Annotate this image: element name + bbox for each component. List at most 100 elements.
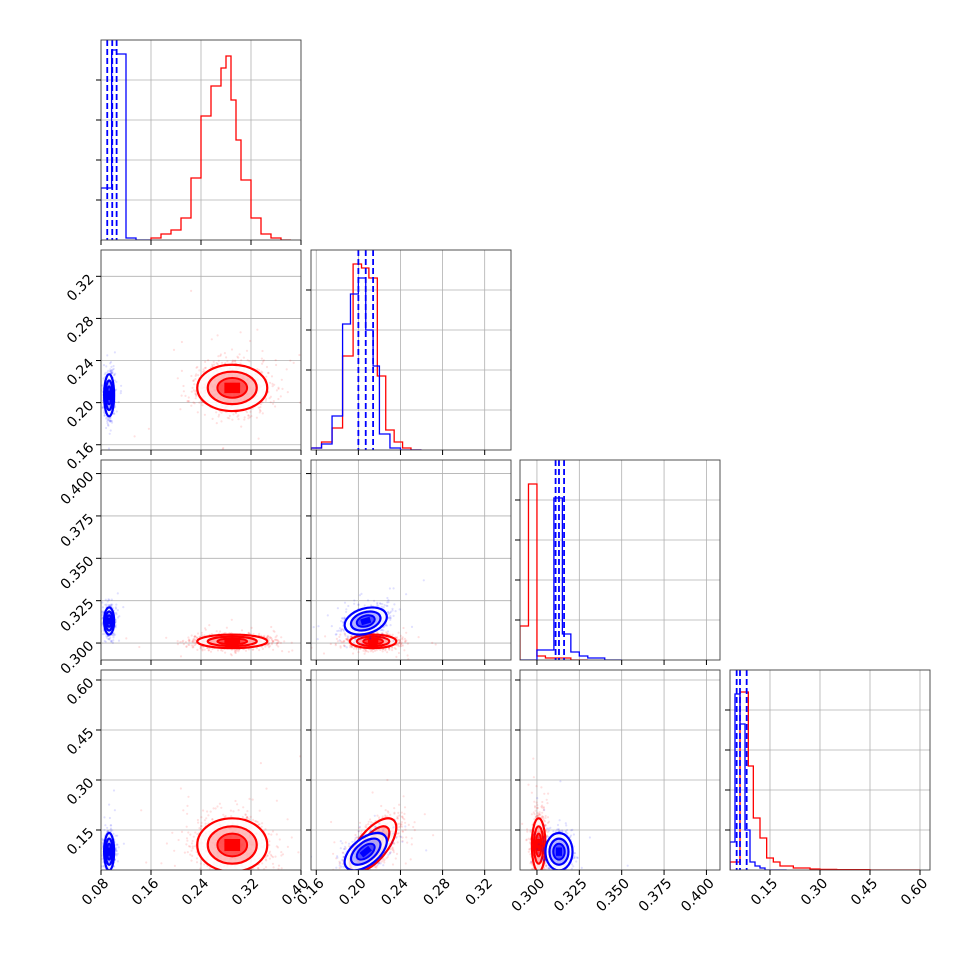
red-samples-0-2-point (179, 655, 183, 658)
red-samples-0-2-point (224, 631, 227, 635)
red-samples-0-2-point (207, 649, 210, 652)
red-samples-0-3-point (241, 873, 243, 875)
blue-samples-0-2-point (107, 637, 110, 641)
red-samples-0-3-point (252, 818, 255, 822)
red-samples-0-1-point (265, 375, 268, 378)
red-samples-0-1-point (250, 415, 253, 418)
red-samples-0-2-point (270, 637, 273, 640)
red-samples-0-1-point (265, 365, 269, 369)
red-samples-0-2-point (290, 641, 293, 644)
red-samples-0-1-point (273, 383, 276, 386)
red-samples-0-2-point (283, 640, 286, 643)
red-samples-0-1-point (265, 397, 268, 401)
blue-samples-0-1-point (109, 419, 112, 422)
red-samples-0-3-point (275, 833, 278, 836)
red-samples-0-2-point (251, 648, 254, 651)
blue-samples-0-2-point (111, 641, 114, 645)
blue-samples-0-1-point (102, 364, 106, 367)
blue-samples-0-2-point (104, 603, 107, 606)
red-samples-0-2-point (275, 634, 278, 637)
red-samples-0-1-point (203, 413, 206, 416)
blue-samples-0-2-point (110, 639, 113, 642)
blue-samples-0-2-point (101, 610, 104, 613)
blue-samples-0-2-point (107, 598, 110, 601)
red-samples-0-1-point (268, 397, 271, 400)
red-samples-0-1-point (226, 360, 229, 363)
red-samples-0-1-point (237, 414, 240, 417)
red-samples-0-2-point (258, 632, 261, 636)
histogram-red-2 (520, 483, 588, 660)
red-samples-0-3-point (186, 804, 189, 808)
red-samples-0-2-point (199, 646, 203, 649)
red-samples-0-2-point (198, 635, 201, 638)
red-samples-0-3-point (257, 867, 260, 870)
red-samples-0-2-point (247, 648, 251, 651)
blue-samples-0-2-point (114, 624, 117, 628)
red-samples-0-1-point (261, 362, 264, 365)
red-samples-0-1-point (238, 353, 241, 356)
blue-samples-0-1-point (107, 423, 110, 426)
red-samples-0-2-point (270, 643, 273, 646)
blue-samples-0-1-point (105, 365, 108, 368)
red-samples-0-2-point (319, 635, 321, 637)
blue-samples-0-1-point (111, 372, 114, 375)
red-samples-0-1-point (190, 390, 193, 393)
blue-samples-0-1-point (110, 369, 113, 372)
blue-samples-0-1-point (107, 447, 111, 450)
blue-samples-0-2-point (116, 609, 119, 612)
red-samples-0-1-point (184, 394, 187, 397)
red-samples-0-1-point (186, 400, 189, 403)
marginal-panel-2 (520, 460, 720, 660)
red-samples-0-1-point (247, 417, 250, 420)
blue-samples-0-1-point (102, 377, 105, 380)
red-samples-0-1-point (196, 365, 199, 369)
red-samples-0-1-point (262, 360, 265, 363)
blue-samples-0-2-point (108, 604, 111, 607)
red-samples-0-2-point (267, 644, 270, 647)
red-samples-0-2-point (270, 639, 273, 642)
red-samples-0-2-contours (196, 633, 269, 650)
blue-samples-0-1-point (108, 419, 111, 422)
blue-samples-0-1-point (109, 429, 112, 432)
blue-samples-0-2-point (115, 611, 118, 614)
blue-samples-0-1-point (109, 420, 112, 423)
red-samples-0-2-point (184, 640, 187, 644)
red-samples-0-2-point (229, 653, 232, 656)
blue-samples-0-2-point (110, 603, 113, 606)
blue-samples-0-1-point (101, 406, 104, 409)
red-samples-0-1-point (204, 360, 207, 363)
red-samples-0-2-point (255, 647, 258, 650)
blue-samples-0-1-point (112, 364, 115, 368)
red-samples-0-2-point (219, 630, 222, 633)
red-samples-0-2-point (190, 634, 193, 637)
blue-samples-0-2-point (115, 613, 118, 616)
red-samples-0-1-point (217, 415, 220, 418)
red-samples-0-3-point (261, 822, 264, 825)
red-samples-0-1-point (239, 331, 242, 334)
red-samples-0-1-point (194, 390, 197, 393)
red-samples-0-1-point (249, 410, 252, 413)
blue-samples-0-1-point (110, 421, 114, 424)
red-samples-0-1-point (261, 349, 264, 353)
red-samples-0-1-point (195, 393, 198, 396)
blue-samples-0-2-point (122, 606, 125, 609)
blue-samples-0-1-point (110, 419, 113, 423)
red-samples-0-3-point (260, 825, 263, 828)
red-samples-0-1-point (180, 369, 183, 372)
red-samples-0-2-point (268, 642, 271, 646)
blue-samples-0-1-point (106, 420, 109, 423)
red-samples-0-2-point (267, 637, 270, 640)
red-samples-0-2-point (269, 636, 272, 639)
red-samples-0-1-point (269, 395, 272, 398)
red-samples-0-1-point (245, 411, 249, 414)
red-samples-0-2-point (280, 636, 283, 639)
red-samples-0-1-point (234, 360, 237, 363)
red-samples-0-1-point (264, 399, 267, 402)
red-samples-0-3-point (203, 819, 206, 822)
red-samples-0-2-point (230, 618, 233, 621)
blue-samples-0-2-point (106, 600, 109, 603)
blue-samples-0-2-point (103, 639, 106, 643)
red-samples-0-1-point (275, 389, 278, 392)
red-samples-0-1-point (194, 374, 197, 377)
red-samples-0-3-point (194, 845, 197, 848)
